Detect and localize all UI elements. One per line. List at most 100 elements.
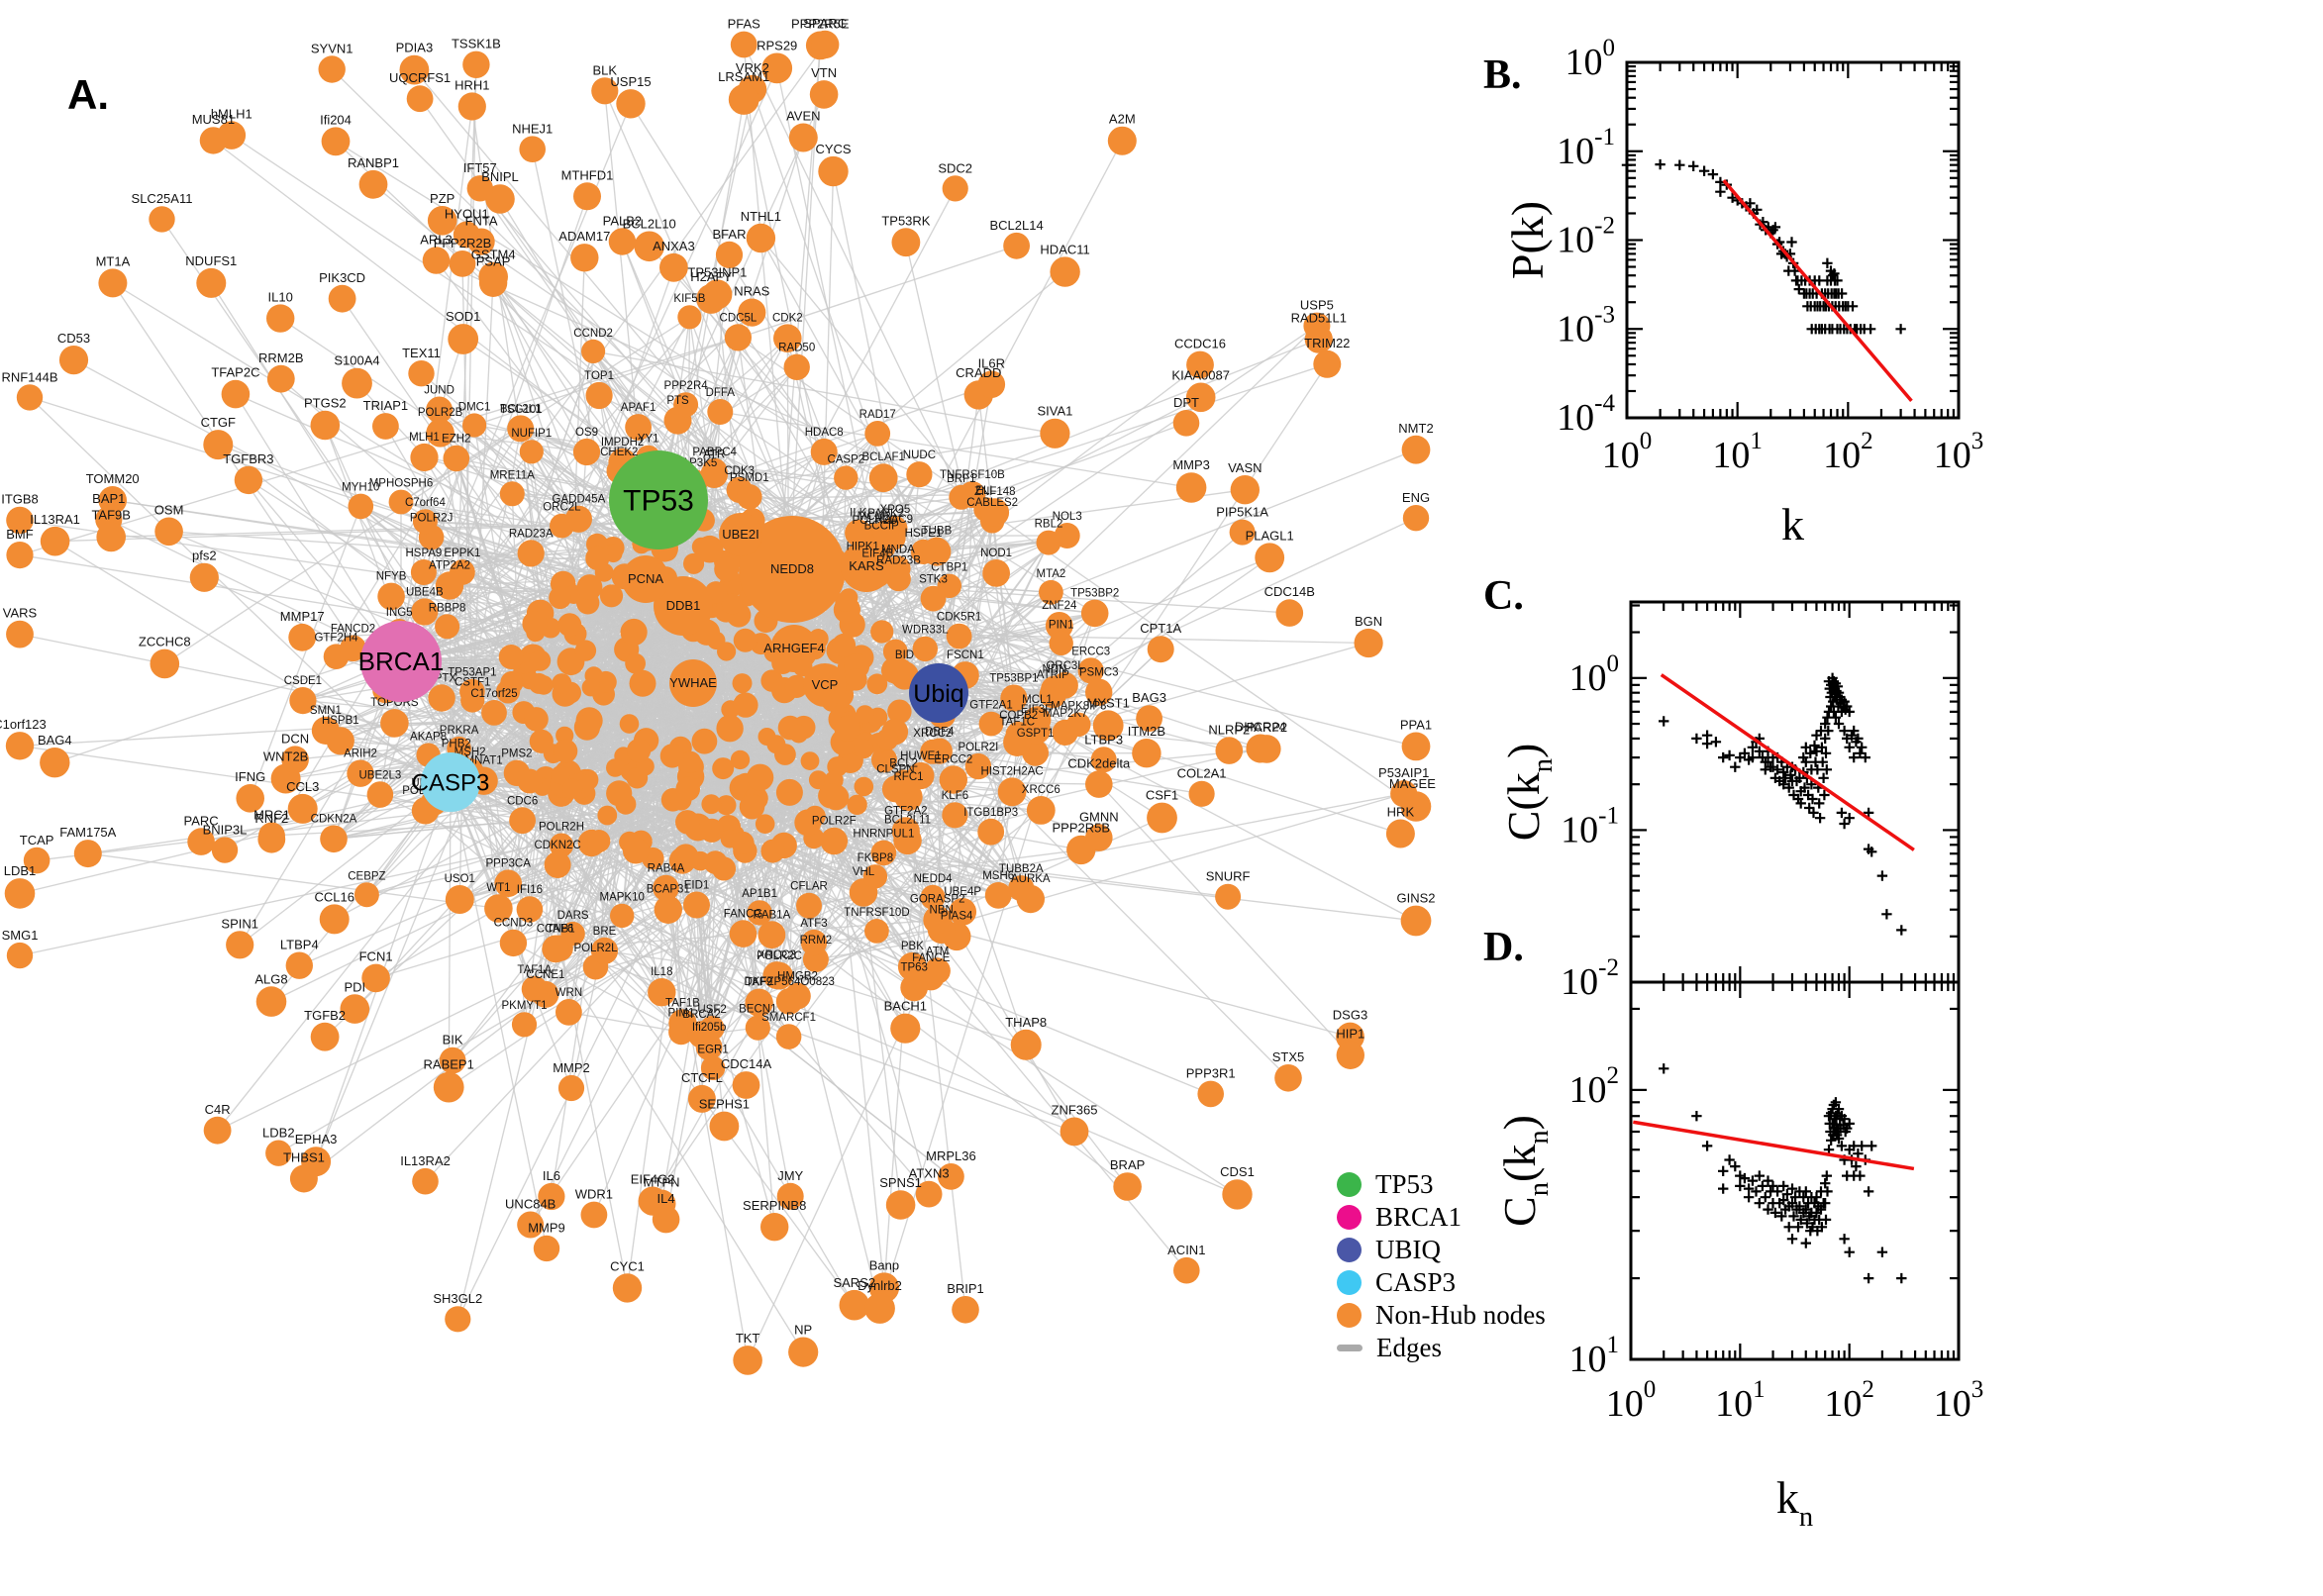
node-label: TEX11 (402, 346, 441, 360)
network-node (717, 642, 737, 661)
network-node (978, 711, 1004, 737)
network-node (738, 298, 766, 327)
node-label: TOP1 (584, 370, 614, 382)
network-node (1188, 780, 1215, 807)
network-node (211, 837, 239, 863)
network-node (654, 895, 682, 924)
network-node (939, 765, 967, 794)
network-node (864, 919, 889, 944)
data-points (1659, 672, 1907, 936)
network-edge (775, 692, 940, 976)
node-label: VRK2 (736, 60, 769, 75)
network-node (1253, 735, 1281, 763)
network-node (733, 1346, 762, 1375)
network-node-large (719, 513, 762, 556)
network-node (1136, 705, 1162, 732)
legend-label: Edges (1376, 1333, 1442, 1362)
node-label: MRE11A (490, 469, 535, 481)
network-node (1354, 628, 1383, 658)
node-label: HRK (1387, 805, 1415, 820)
network-edge (450, 781, 536, 990)
node-label: DBF4 (925, 727, 955, 739)
node-label: HDAC8 (805, 427, 844, 439)
node-label: FCN1 (359, 949, 393, 964)
network-node (426, 419, 454, 448)
edge-swatch-icon (1337, 1345, 1363, 1351)
network-node (1085, 824, 1113, 851)
network-node (891, 769, 916, 794)
node-label: PHB2 (442, 738, 471, 749)
node-label: MTA2 (1036, 568, 1065, 580)
network-node (747, 763, 774, 791)
node-label: NOD1 (980, 548, 1012, 559)
network-edge (400, 316, 690, 503)
node-label: TCAP (20, 833, 54, 848)
network-node (606, 780, 633, 807)
axes-frame (1629, 980, 1961, 1361)
network-node (570, 244, 599, 272)
node-label: TP53RK (881, 213, 930, 228)
node-label: CYC1 (610, 1258, 645, 1273)
network-node-large (622, 555, 669, 603)
network-edge (814, 815, 884, 853)
network-node (648, 978, 676, 1007)
node-label: ACIN1 (1167, 1243, 1205, 1257)
hub-node-brca1 (360, 621, 442, 702)
node-label: ARL3 (420, 232, 453, 247)
network-node (196, 267, 227, 298)
network-node (529, 649, 552, 671)
network-node (668, 1019, 694, 1046)
node-label: THBS1 (283, 1150, 325, 1165)
node-label: CEBPZ (348, 870, 385, 882)
node-label: DFFA (706, 387, 736, 399)
node-label: ERCC3 (1071, 646, 1110, 657)
network-edge (507, 882, 1238, 1196)
node-label: CDK3 (724, 465, 755, 477)
node-label: YY1 (638, 434, 659, 446)
network-node (320, 825, 348, 853)
node-label: CCDC16 (1174, 337, 1226, 351)
network-node (716, 715, 744, 743)
node-label: TP53INP1 (687, 264, 747, 279)
node-label: GTF2A2 (884, 805, 927, 817)
network-node (1173, 1256, 1200, 1284)
panel-d-label: D. (1483, 925, 1524, 970)
node-label: CDK5R1 (937, 612, 981, 624)
network-node (321, 127, 351, 156)
node-label: ELL (975, 485, 996, 497)
network-node (784, 982, 811, 1010)
node-label: PCNA (628, 571, 663, 586)
network-node (1060, 1117, 1089, 1147)
network-node (775, 1024, 802, 1049)
network-node (500, 670, 524, 695)
node-label: CD53 (57, 331, 90, 346)
node-label: PIP5K1A (1216, 505, 1268, 520)
network-node (709, 1111, 740, 1142)
network-edge (568, 1011, 682, 1034)
node-label: MRPL36 (926, 1148, 976, 1163)
node-label: TAF1A (517, 964, 552, 976)
node-label: VTN (811, 65, 837, 80)
scatter-markers (1621, 158, 1906, 335)
node-label: RABEP1 (424, 1057, 474, 1072)
node-label: ARHGEF4 (763, 641, 824, 655)
node-label: VARS (3, 606, 38, 621)
node-label: PDI (344, 979, 365, 994)
node-label: TGFB2 (304, 1008, 346, 1023)
network-node (893, 826, 922, 855)
node-label: IL18 (651, 966, 672, 978)
network-node (755, 814, 775, 834)
node-label: SPNS1 (879, 1175, 922, 1190)
network-node (733, 628, 758, 652)
x-tick-label: 102 (1824, 1376, 1874, 1425)
node-label: TAF6 (547, 924, 573, 936)
node-label: TP53BP2 (1070, 588, 1119, 600)
node-label: FANCE (912, 952, 951, 964)
node-label: MAGEE1 (1389, 776, 1436, 791)
network-node (1303, 312, 1331, 340)
network-node (845, 519, 872, 547)
node-label: MLH1 (409, 432, 440, 444)
network-node (522, 611, 548, 637)
network-node-large (739, 516, 846, 623)
network-node (702, 279, 733, 310)
